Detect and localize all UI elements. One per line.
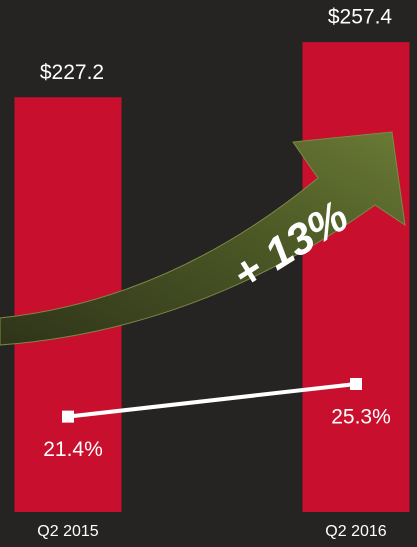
line-marker bbox=[62, 410, 74, 423]
x-tick-label: Q2 2015 bbox=[37, 523, 98, 540]
bar-value-label: $257.4 bbox=[328, 6, 393, 29]
line bbox=[67, 382, 357, 419]
bar-value-label: $227.2 bbox=[40, 61, 104, 84]
line-marker bbox=[350, 377, 362, 390]
x-tick-label: Q2 2016 bbox=[325, 523, 386, 540]
growth-arrow bbox=[0, 131, 406, 346]
line-layer: 21.4% 25.3% bbox=[43, 377, 391, 461]
line-value-label: 21.4% bbox=[43, 438, 103, 461]
line-value-label: 25.3% bbox=[331, 406, 391, 429]
bar bbox=[302, 42, 410, 513]
